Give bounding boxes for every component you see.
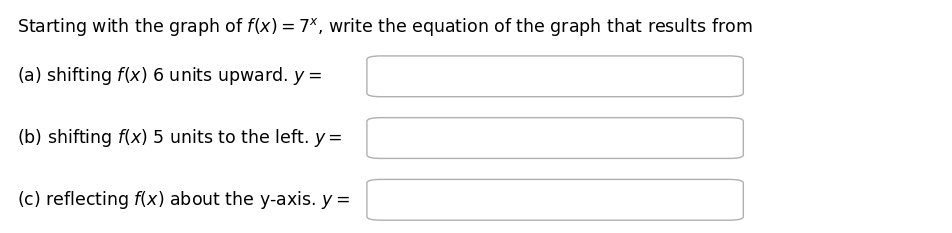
FancyBboxPatch shape [367,56,743,97]
FancyBboxPatch shape [367,179,743,220]
Text: (a) shifting $f(x)$ 6 units upward. $y =$: (a) shifting $f(x)$ 6 units upward. $y =… [17,65,322,87]
Text: (c) reflecting $f(x)$ about the y-axis. $y =$: (c) reflecting $f(x)$ about the y-axis. … [17,189,349,211]
FancyBboxPatch shape [367,118,743,158]
Text: (b) shifting $f(x)$ 5 units to the left. $y =$: (b) shifting $f(x)$ 5 units to the left.… [17,127,343,149]
Text: Starting with the graph of $f(x) = 7^x$, write the equation of the graph that re: Starting with the graph of $f(x) = 7^x$,… [17,16,752,38]
